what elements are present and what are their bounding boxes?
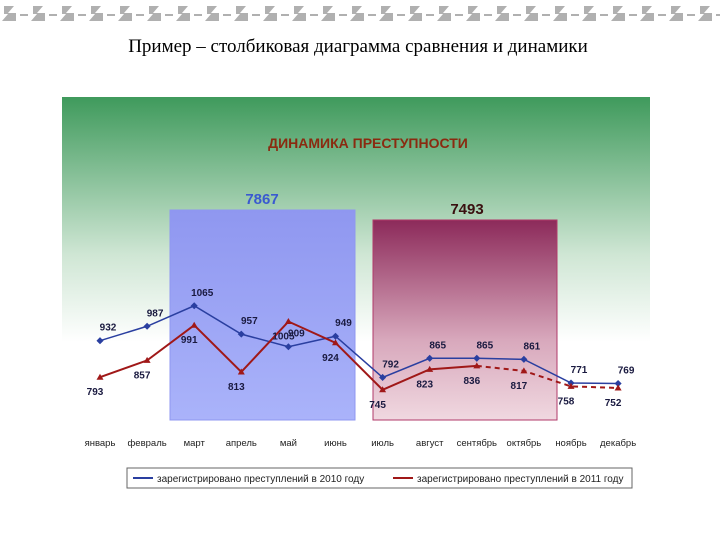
data-label: 857 (134, 370, 151, 381)
point (473, 362, 481, 369)
x-tick-label: август (416, 438, 444, 449)
border-glyph (611, 6, 625, 21)
border-glyph (495, 6, 509, 21)
border-glyph (321, 6, 335, 21)
point (520, 355, 528, 363)
x-tick-label: июль (371, 438, 394, 449)
data-label: 957 (241, 316, 258, 327)
x-tick-label: октябрь (507, 438, 542, 449)
series-line (99, 304, 619, 385)
total-bar (169, 209, 356, 421)
border-glyph (176, 6, 190, 21)
border-glyph (60, 6, 74, 21)
total-bar (372, 219, 558, 421)
point (284, 343, 292, 351)
point (520, 367, 528, 374)
data-label: 1005 (272, 332, 295, 343)
data-label: 752 (605, 398, 622, 409)
border-glyph (263, 6, 277, 21)
point (96, 337, 104, 345)
point (237, 368, 245, 375)
point (379, 373, 387, 381)
slide-title: Пример – столбиковая диаграмма сравнения… (128, 36, 588, 57)
border-glyph (408, 6, 422, 21)
border-glyph (2, 6, 16, 21)
data-label: 836 (463, 376, 480, 387)
border-glyph (553, 6, 567, 21)
border-glyph (437, 6, 451, 21)
chart-title: ДИНАМИКА ПРЕСТУПНОСТИ (268, 135, 468, 151)
data-label: 987 (147, 308, 164, 319)
x-tick-label: апрель (226, 438, 257, 449)
data-label: 865 (476, 340, 493, 351)
data-label: 932 (100, 323, 117, 334)
x-tick-label: март (184, 438, 206, 449)
data-label: 758 (558, 396, 575, 407)
data-label: 793 (87, 387, 104, 398)
point (143, 322, 151, 330)
data-label: 865 (429, 340, 446, 351)
x-tick-label: сентябрь (457, 438, 497, 449)
point (190, 302, 198, 310)
border-glyph (31, 6, 45, 21)
data-label: 769 (618, 365, 635, 376)
data-label: 909 (288, 329, 305, 340)
point (426, 365, 434, 372)
legend (126, 467, 633, 489)
data-label: 817 (511, 381, 528, 392)
x-tick-label: декабрь (600, 438, 636, 449)
data-label: 924 (322, 353, 339, 364)
border-glyph (89, 6, 103, 21)
point (473, 354, 481, 362)
border-glyph (350, 6, 364, 21)
point (284, 318, 292, 325)
border-glyph (466, 6, 480, 21)
point (426, 354, 434, 362)
data-label: 1065 (191, 288, 214, 299)
point (331, 332, 340, 340)
border-glyph (147, 6, 161, 21)
point (237, 330, 245, 338)
data-label: 823 (416, 379, 433, 390)
x-tick-label: февраль (127, 438, 166, 449)
border-glyph (205, 6, 219, 21)
legend-label: зарегистрировано преступлений в 2011 год… (417, 474, 623, 485)
border-glyph (582, 6, 596, 21)
x-tick-label: июнь (324, 438, 347, 449)
data-label: 991 (181, 335, 198, 346)
point (379, 386, 387, 393)
border-glyph (118, 6, 132, 21)
data-label: 745 (369, 400, 386, 411)
border-glyph (669, 6, 683, 21)
border-glyph (292, 6, 306, 21)
point (96, 373, 104, 380)
point (190, 321, 198, 328)
series-line-dashed (476, 364, 619, 389)
border-glyph (234, 6, 248, 21)
point (567, 382, 575, 389)
point (614, 379, 622, 388)
total-label: 7493 (450, 201, 483, 218)
x-tick-label: ноябрь (555, 438, 586, 449)
legend-label: зарегистрировано преступлений в 2010 год… (157, 474, 364, 485)
border-glyph (524, 6, 538, 21)
border-glyph (379, 6, 393, 21)
x-tick-label: май (280, 438, 297, 449)
decorative-border (2, 6, 720, 21)
point (614, 384, 622, 391)
data-label: 861 (524, 341, 541, 352)
border-glyph (698, 6, 712, 21)
total-label: 7867 (245, 191, 278, 208)
data-label: 813 (228, 382, 245, 393)
x-tick-label: январь (85, 438, 116, 449)
data-label: 771 (571, 365, 588, 376)
border-glyph (640, 6, 654, 21)
data-label: 949 (335, 318, 352, 329)
point (143, 356, 151, 363)
point (332, 339, 339, 346)
data-label: 792 (382, 359, 399, 370)
